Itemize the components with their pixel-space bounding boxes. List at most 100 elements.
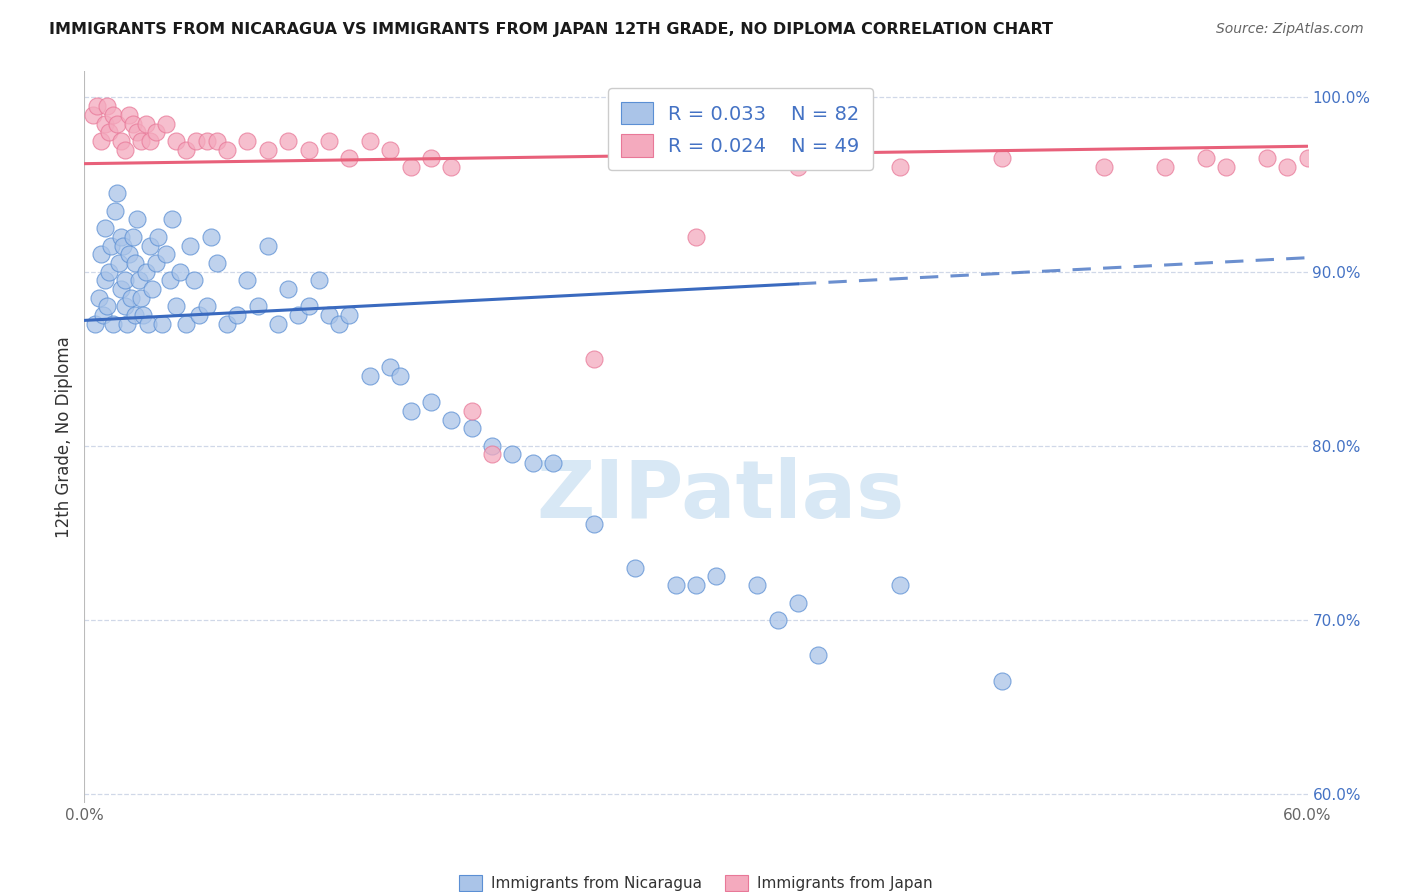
Point [399,160,422,174]
Point [145,125,167,139]
Point [174,143,197,157]
Point [155,117,177,131]
Point [889,160,911,174]
Point [138,238,160,252]
Point [380,360,402,375]
Point [114,300,136,314]
Y-axis label: 12th Grade, No Diploma: 12th Grade, No Diploma [55,336,73,538]
Point [277,282,299,296]
Point [91,308,114,322]
Point [104,203,127,218]
Point [787,595,810,609]
Point [522,456,544,470]
Point [93,221,115,235]
Point [298,143,321,157]
Point [97,125,120,139]
Point [1256,152,1278,166]
Point [127,125,149,139]
Point [787,160,810,174]
Point [159,273,181,287]
Point [543,456,565,470]
Point [257,238,280,252]
Point [461,421,484,435]
Point [135,265,157,279]
Point [685,578,707,592]
Point [110,229,132,244]
Point [110,134,132,148]
Point [807,648,830,662]
Point [118,108,141,122]
Point [114,273,136,287]
Point [195,300,218,314]
Point [155,247,177,261]
Point [481,439,503,453]
Point [146,229,169,244]
Point [420,152,443,166]
Point [174,317,197,331]
Point [246,300,269,314]
Point [328,317,350,331]
Point [105,186,128,201]
Point [389,369,412,384]
Point [82,108,104,122]
Point [112,238,135,252]
Point [766,613,789,627]
Point [236,134,259,148]
Point [380,143,402,157]
Point [136,317,159,331]
Point [127,212,149,227]
Point [101,108,124,122]
Point [93,117,115,131]
Point [420,395,443,409]
Point [120,291,142,305]
Point [1092,160,1115,174]
Point [87,291,110,305]
Text: Source: ZipAtlas.com: Source: ZipAtlas.com [1216,22,1364,37]
Point [93,273,115,287]
Point [1154,160,1177,174]
Point [131,134,153,148]
Point [308,273,330,287]
Point [160,212,183,227]
Point [287,308,309,322]
Point [359,134,381,148]
Point [991,673,1014,688]
Point [889,578,911,592]
Point [150,317,173,331]
Point [110,282,132,296]
Point [665,578,688,592]
Point [481,448,503,462]
Point [318,308,340,322]
Point [1215,160,1237,174]
Point [138,134,160,148]
Point [991,152,1014,166]
Point [105,117,128,131]
Point [90,247,112,261]
Point [502,448,524,462]
Point [96,300,118,314]
Point [118,247,141,261]
Point [131,291,153,305]
Point [461,404,484,418]
Point [169,265,191,279]
Point [200,229,222,244]
Point [747,578,769,592]
Point [217,317,239,331]
Text: IMMIGRANTS FROM NICARAGUA VS IMMIGRANTS FROM JAPAN 12TH GRADE, NO DIPLOMA CORREL: IMMIGRANTS FROM NICARAGUA VS IMMIGRANTS … [49,22,1053,37]
Point [440,412,463,426]
Point [100,238,122,252]
Point [135,117,157,131]
Point [122,117,145,131]
Point [624,560,647,574]
Point [205,134,228,148]
Point [90,134,112,148]
Point [583,351,606,366]
Point [1277,160,1299,174]
Point [440,160,463,174]
Point [399,404,422,418]
Point [195,134,218,148]
Point [183,273,205,287]
Point [86,99,108,113]
Point [583,517,606,532]
Point [217,143,239,157]
